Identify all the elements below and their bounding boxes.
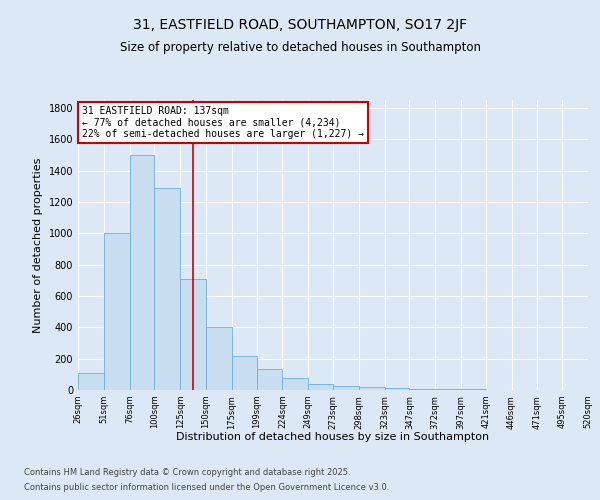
Text: 31, EASTFIELD ROAD, SOUTHAMPTON, SO17 2JF: 31, EASTFIELD ROAD, SOUTHAMPTON, SO17 2J…	[133, 18, 467, 32]
Bar	[385, 388, 409, 390]
Bar	[154, 188, 180, 390]
Bar	[206, 328, 232, 390]
Text: 31 EASTFIELD ROAD: 137sqm
← 77% of detached houses are smaller (4,234)
22% of se: 31 EASTFIELD ROAD: 137sqm ← 77% of detac…	[82, 106, 364, 140]
Bar	[180, 278, 206, 390]
Bar	[257, 369, 283, 390]
Bar	[78, 373, 104, 390]
Bar	[130, 155, 154, 390]
Text: Contains HM Land Registry data © Crown copyright and database right 2025.: Contains HM Land Registry data © Crown c…	[24, 468, 350, 477]
Bar	[333, 386, 359, 390]
X-axis label: Distribution of detached houses by size in Southampton: Distribution of detached houses by size …	[176, 432, 490, 442]
Bar	[308, 384, 333, 390]
Bar	[104, 233, 130, 390]
Y-axis label: Number of detached properties: Number of detached properties	[33, 158, 43, 332]
Bar	[232, 356, 257, 390]
Bar	[283, 378, 308, 390]
Bar	[435, 389, 461, 390]
Bar	[409, 388, 435, 390]
Bar	[359, 387, 385, 390]
Text: Size of property relative to detached houses in Southampton: Size of property relative to detached ho…	[119, 41, 481, 54]
Text: Contains public sector information licensed under the Open Government Licence v3: Contains public sector information licen…	[24, 483, 389, 492]
